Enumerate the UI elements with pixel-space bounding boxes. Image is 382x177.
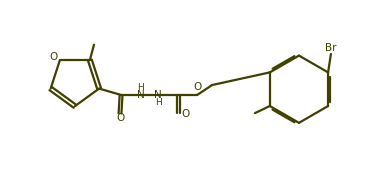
Text: H: H <box>155 98 162 107</box>
Text: N: N <box>154 90 162 100</box>
Text: N: N <box>137 90 144 100</box>
Text: O: O <box>182 109 190 119</box>
Text: O: O <box>193 82 201 92</box>
Text: Br: Br <box>325 43 337 53</box>
Text: H: H <box>137 83 144 92</box>
Text: O: O <box>116 113 124 123</box>
Text: O: O <box>50 52 58 62</box>
